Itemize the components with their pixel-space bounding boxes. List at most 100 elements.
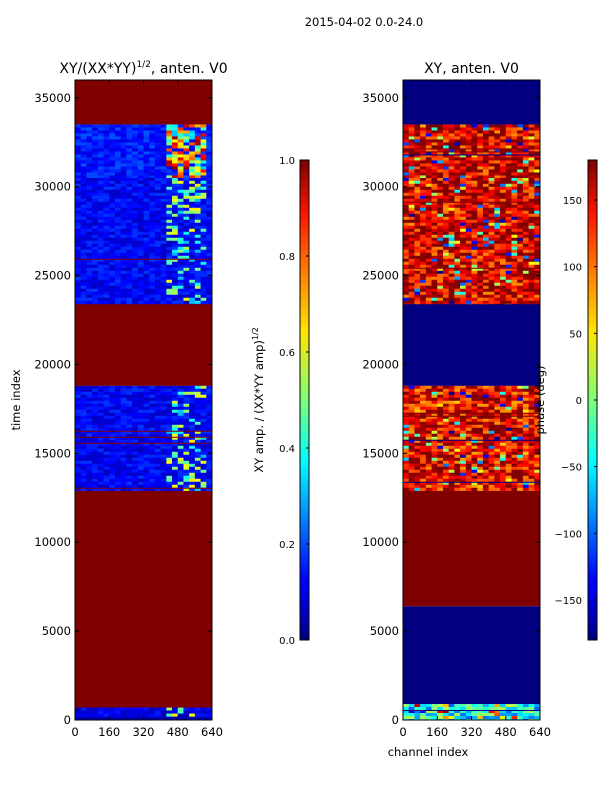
phase-cell xyxy=(528,385,535,389)
amplitude-cell xyxy=(80,391,87,395)
amplitude-cell xyxy=(206,192,212,196)
amplitude-region-4 xyxy=(75,304,212,386)
phase-cell xyxy=(500,466,507,470)
amplitude-cell xyxy=(183,276,190,280)
amplitude-cell xyxy=(143,291,150,295)
amplitude-cell xyxy=(143,478,150,482)
amplitude-cell xyxy=(80,273,87,277)
amplitude-cell xyxy=(75,294,82,298)
phase-cell xyxy=(534,210,540,214)
phase-cell xyxy=(477,394,484,398)
phase-cell xyxy=(522,427,529,431)
phase-cell xyxy=(522,707,529,711)
phase-cell xyxy=(431,282,438,286)
phase-cell xyxy=(471,288,478,292)
phase-cell xyxy=(511,394,518,398)
amplitude-cell xyxy=(75,177,82,181)
amplitude-cell xyxy=(137,177,144,181)
phase-cell xyxy=(522,472,529,476)
amplitude-cell xyxy=(194,282,201,286)
amplitude-cell xyxy=(97,388,104,392)
amplitude-cell xyxy=(189,222,196,226)
phase-cell xyxy=(528,261,535,265)
amplitude-cell xyxy=(114,273,121,277)
amplitude-cell xyxy=(149,204,156,208)
amplitude-cell xyxy=(149,418,156,422)
amplitude-cell xyxy=(177,151,184,155)
phase-cell xyxy=(522,189,529,193)
amplitude-cell xyxy=(200,219,207,223)
amplitude-cell xyxy=(103,243,110,247)
amplitude-cell xyxy=(137,288,144,292)
phase-cell xyxy=(505,240,512,244)
phase-cell xyxy=(494,169,501,173)
phase-cell xyxy=(482,148,489,152)
phase-cell xyxy=(408,421,415,425)
phase-cell xyxy=(477,466,484,470)
amplitude-cell xyxy=(149,177,156,181)
amplitude-cell xyxy=(126,400,133,404)
amplitude-cell xyxy=(177,252,184,256)
amplitude-cell xyxy=(137,222,144,226)
phase-cell xyxy=(528,436,535,440)
phase-cell xyxy=(465,142,472,146)
phase-cell xyxy=(505,297,512,301)
phase-cell xyxy=(522,294,529,298)
amplitude-cell xyxy=(149,154,156,158)
amplitude-cell xyxy=(86,397,93,401)
phase-cell xyxy=(437,457,444,461)
phase-cell xyxy=(488,160,495,164)
amplitude-cell xyxy=(80,409,87,413)
amplitude-cell xyxy=(120,442,127,446)
phase-cell xyxy=(465,294,472,298)
amplitude-cell xyxy=(75,243,82,247)
phase-cell xyxy=(460,195,467,199)
amplitude-cell xyxy=(137,487,144,491)
amplitude-cell xyxy=(126,273,133,277)
amplitude-cell xyxy=(137,475,144,479)
phase-cell xyxy=(460,288,467,292)
amplitude-cell xyxy=(103,255,110,259)
phase-cell xyxy=(500,207,507,211)
phase-cell xyxy=(517,240,524,244)
phase-cell xyxy=(471,189,478,193)
phase-cell xyxy=(425,713,432,717)
phase-cell xyxy=(471,145,478,149)
phase-cell xyxy=(460,409,467,413)
phase-cell xyxy=(511,291,518,295)
amplitude-cell xyxy=(120,148,127,152)
phase-cell xyxy=(431,484,438,488)
phase-cell xyxy=(505,406,512,410)
amplitude-cell xyxy=(86,430,93,434)
phase-cell xyxy=(522,412,529,416)
phase-cell xyxy=(454,391,461,395)
phase-cell xyxy=(431,192,438,196)
amplitude-cell xyxy=(206,175,212,178)
phase-cell xyxy=(442,166,449,170)
amplitude-cell xyxy=(143,258,150,262)
phase-cell xyxy=(403,427,410,431)
amplitude-cell xyxy=(177,475,184,479)
amplitude-cell xyxy=(132,148,139,152)
amplitude-cell xyxy=(149,139,156,143)
amplitude-cell xyxy=(75,713,82,717)
phase-cell xyxy=(471,463,478,467)
phase-cell xyxy=(442,231,449,235)
amplitude-cell xyxy=(166,457,173,461)
phase-cell xyxy=(414,195,421,199)
amplitude-cell xyxy=(132,297,139,301)
phase-cell xyxy=(420,195,427,199)
amplitude-cell xyxy=(177,258,184,262)
amplitude-cell xyxy=(109,145,116,149)
amplitude-cell xyxy=(132,237,139,241)
phase-cell xyxy=(460,436,467,440)
phase-cell xyxy=(454,261,461,265)
amplitude-cell xyxy=(149,297,156,301)
phase-cell xyxy=(460,403,467,407)
amplitude-cell xyxy=(183,258,190,262)
amplitude-cell xyxy=(143,427,150,431)
amplitude-cell xyxy=(109,240,116,244)
phase-cell xyxy=(437,403,444,407)
amplitude-cell xyxy=(189,406,196,410)
phase-cell xyxy=(448,261,455,265)
